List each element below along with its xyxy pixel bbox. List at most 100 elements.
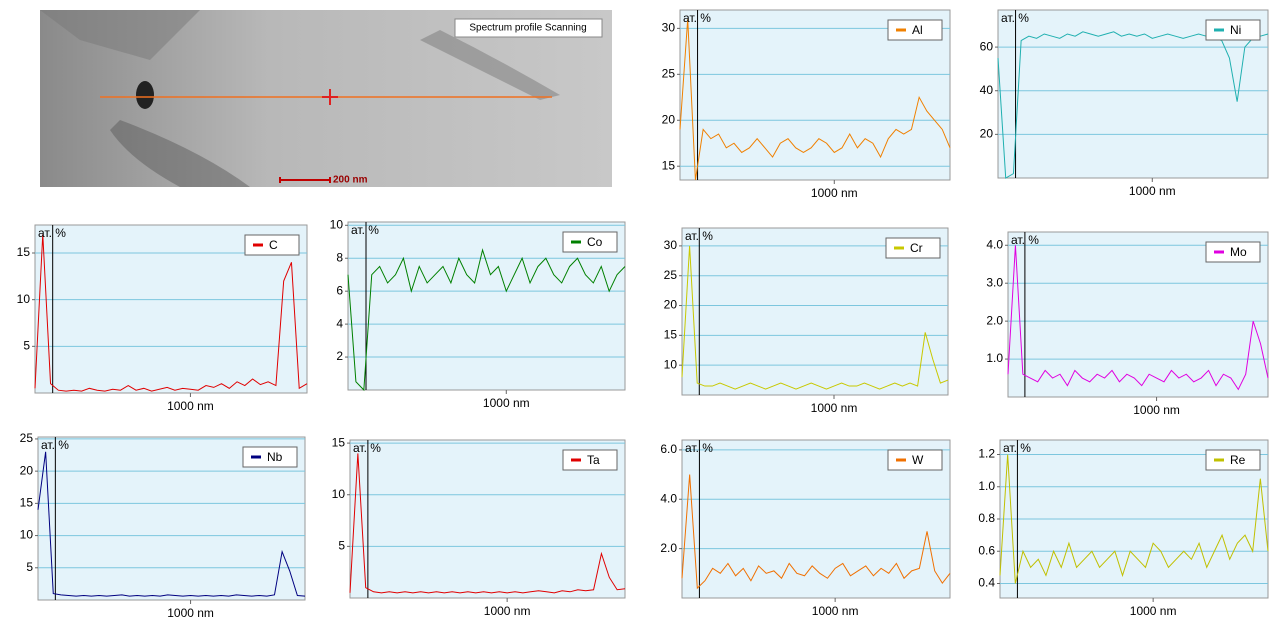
data-line: [679, 19, 951, 181]
y-tick-label: 10: [330, 217, 344, 231]
legend-label: Re: [1230, 453, 1246, 467]
y-tick-label: 15: [20, 496, 34, 510]
y-tick-label: 6.0: [660, 442, 677, 456]
cursor: [322, 89, 338, 105]
y-tick-label: 25: [662, 66, 676, 80]
y-tick-label: 15: [332, 435, 346, 449]
y-tick-label: 10: [332, 487, 346, 501]
y-tick-label: 0.6: [978, 543, 995, 557]
data-line: [997, 31, 1269, 179]
data-line: [681, 474, 951, 590]
y-tick-label: 20: [664, 298, 678, 312]
y-axis-label: ат. %: [685, 441, 713, 455]
y-axis-label: ат. %: [1001, 11, 1029, 25]
y-tick-label: 0.4: [978, 576, 995, 590]
y-tick-label: 4.0: [986, 237, 1003, 251]
grain: [420, 30, 560, 100]
y-tick-label: 60: [980, 39, 994, 53]
chart: 2.0 4.0 6.0 1000 nm Wат. %: [660, 439, 951, 618]
y-axis-label: ат. %: [1003, 441, 1031, 455]
legend-label: C: [269, 238, 278, 252]
legend-label: Ta: [587, 453, 600, 467]
y-tick-label: 20: [662, 112, 676, 126]
x-tick-label: 1000 nm: [484, 604, 531, 618]
y-tick-label: 15: [664, 328, 678, 342]
y-axis-label: ат. %: [38, 226, 66, 240]
chart: 15 20 25 30 1000 nm Al ат. %: [662, 9, 951, 200]
chart: 2 4 6 8 10 1000 nm Co ат. %: [330, 217, 626, 410]
y-tick-label: 20: [980, 127, 994, 141]
y-tick-label: 20: [20, 463, 34, 477]
chart: 5 10 15 20 25 1000 nm Nb ат. %: [20, 431, 306, 620]
y-tick-label: 2.0: [986, 313, 1003, 327]
x-tick-label: 1000 nm: [167, 606, 214, 620]
y-tick-label: 15: [17, 245, 31, 259]
legend-label: Mo: [1230, 245, 1247, 259]
x-tick-label: 1000 nm: [811, 186, 858, 200]
y-tick-label: 30: [662, 21, 676, 35]
x-tick-label: 1000 nm: [811, 401, 858, 415]
x-tick-label: 1000 nm: [167, 399, 214, 413]
data-line: [1007, 245, 1269, 391]
legend-box: [887, 449, 943, 471]
legend-box: [1205, 19, 1261, 41]
chart: 10 15 20 25 30 1000 nm Cr ат. %: [664, 227, 949, 415]
scale-bar: [279, 177, 331, 183]
x-tick-label: 1000 nm: [812, 604, 859, 618]
y-tick-label: 6: [336, 283, 343, 297]
chart: 0.4 0.6 0.8 1.0 1.2 1000 nm Re ат. %: [978, 439, 1269, 618]
legend-label: Nb: [267, 450, 283, 464]
y-axis-label: ат. %: [683, 11, 711, 25]
chart: 1.0 2.0 3.0 4.0 1000 nm Mo ат. %: [986, 231, 1269, 417]
data-line: [34, 234, 308, 392]
y-tick-label: 10: [664, 357, 678, 371]
legend-label: W: [912, 453, 924, 467]
legend-label: Ni: [1230, 23, 1241, 37]
y-tick-label: 2: [336, 349, 343, 363]
chart: 5 10 15 1000 nm Ta ат. %: [332, 435, 626, 618]
y-tick-label: 25: [20, 431, 34, 445]
y-tick-label: 3.0: [986, 275, 1003, 289]
y-axis-label: ат. %: [353, 441, 381, 455]
data-line: [681, 245, 949, 390]
y-tick-label: 0.8: [978, 511, 995, 525]
x-tick-label: 1000 nm: [483, 396, 530, 410]
legend-box: [1205, 449, 1261, 471]
chart: 5 10 15 1000 nm Cат. %: [17, 224, 308, 413]
legend-label: Cr: [910, 241, 923, 255]
y-tick-label: 1.0: [986, 351, 1003, 365]
y-tick-label: 4.0: [660, 491, 677, 505]
x-tick-label: 1000 nm: [1133, 403, 1180, 417]
y-tick-label: 1.0: [978, 479, 995, 493]
y-tick-label: 10: [20, 528, 34, 542]
image-label: Spectrum profile Scanning: [469, 23, 586, 34]
legend-label: Co: [587, 235, 603, 249]
y-tick-label: 8: [336, 250, 343, 264]
y-tick-label: 2.0: [660, 541, 677, 555]
data-line: [37, 451, 306, 597]
y-tick-label: 40: [980, 83, 994, 97]
sem-image: Spectrum profile Scanning 200 nm: [40, 10, 612, 187]
y-tick-label: 5: [23, 339, 30, 353]
y-tick-label: 4: [336, 316, 343, 330]
legend-box: [887, 19, 943, 41]
y-tick-label: 30: [664, 238, 678, 252]
legend-box: [885, 237, 941, 259]
grain: [110, 120, 250, 187]
data-line: [349, 453, 626, 594]
y-axis-label: ат. %: [41, 438, 69, 452]
chart: 20 40 60 1000 nm Ni ат. %: [980, 9, 1269, 198]
x-tick-label: 1000 nm: [1129, 184, 1176, 198]
legend-label: Al: [912, 23, 923, 37]
y-tick-label: 10: [17, 292, 31, 306]
legend-box: [242, 446, 298, 468]
particle: [136, 81, 154, 109]
y-tick-label: 25: [664, 268, 678, 282]
y-axis-label: ат. %: [1011, 233, 1039, 247]
y-tick-label: 15: [662, 158, 676, 172]
y-axis-label: ат. %: [351, 223, 379, 237]
data-line: [999, 454, 1269, 584]
grain: [40, 10, 200, 60]
legend-box: [244, 234, 300, 256]
